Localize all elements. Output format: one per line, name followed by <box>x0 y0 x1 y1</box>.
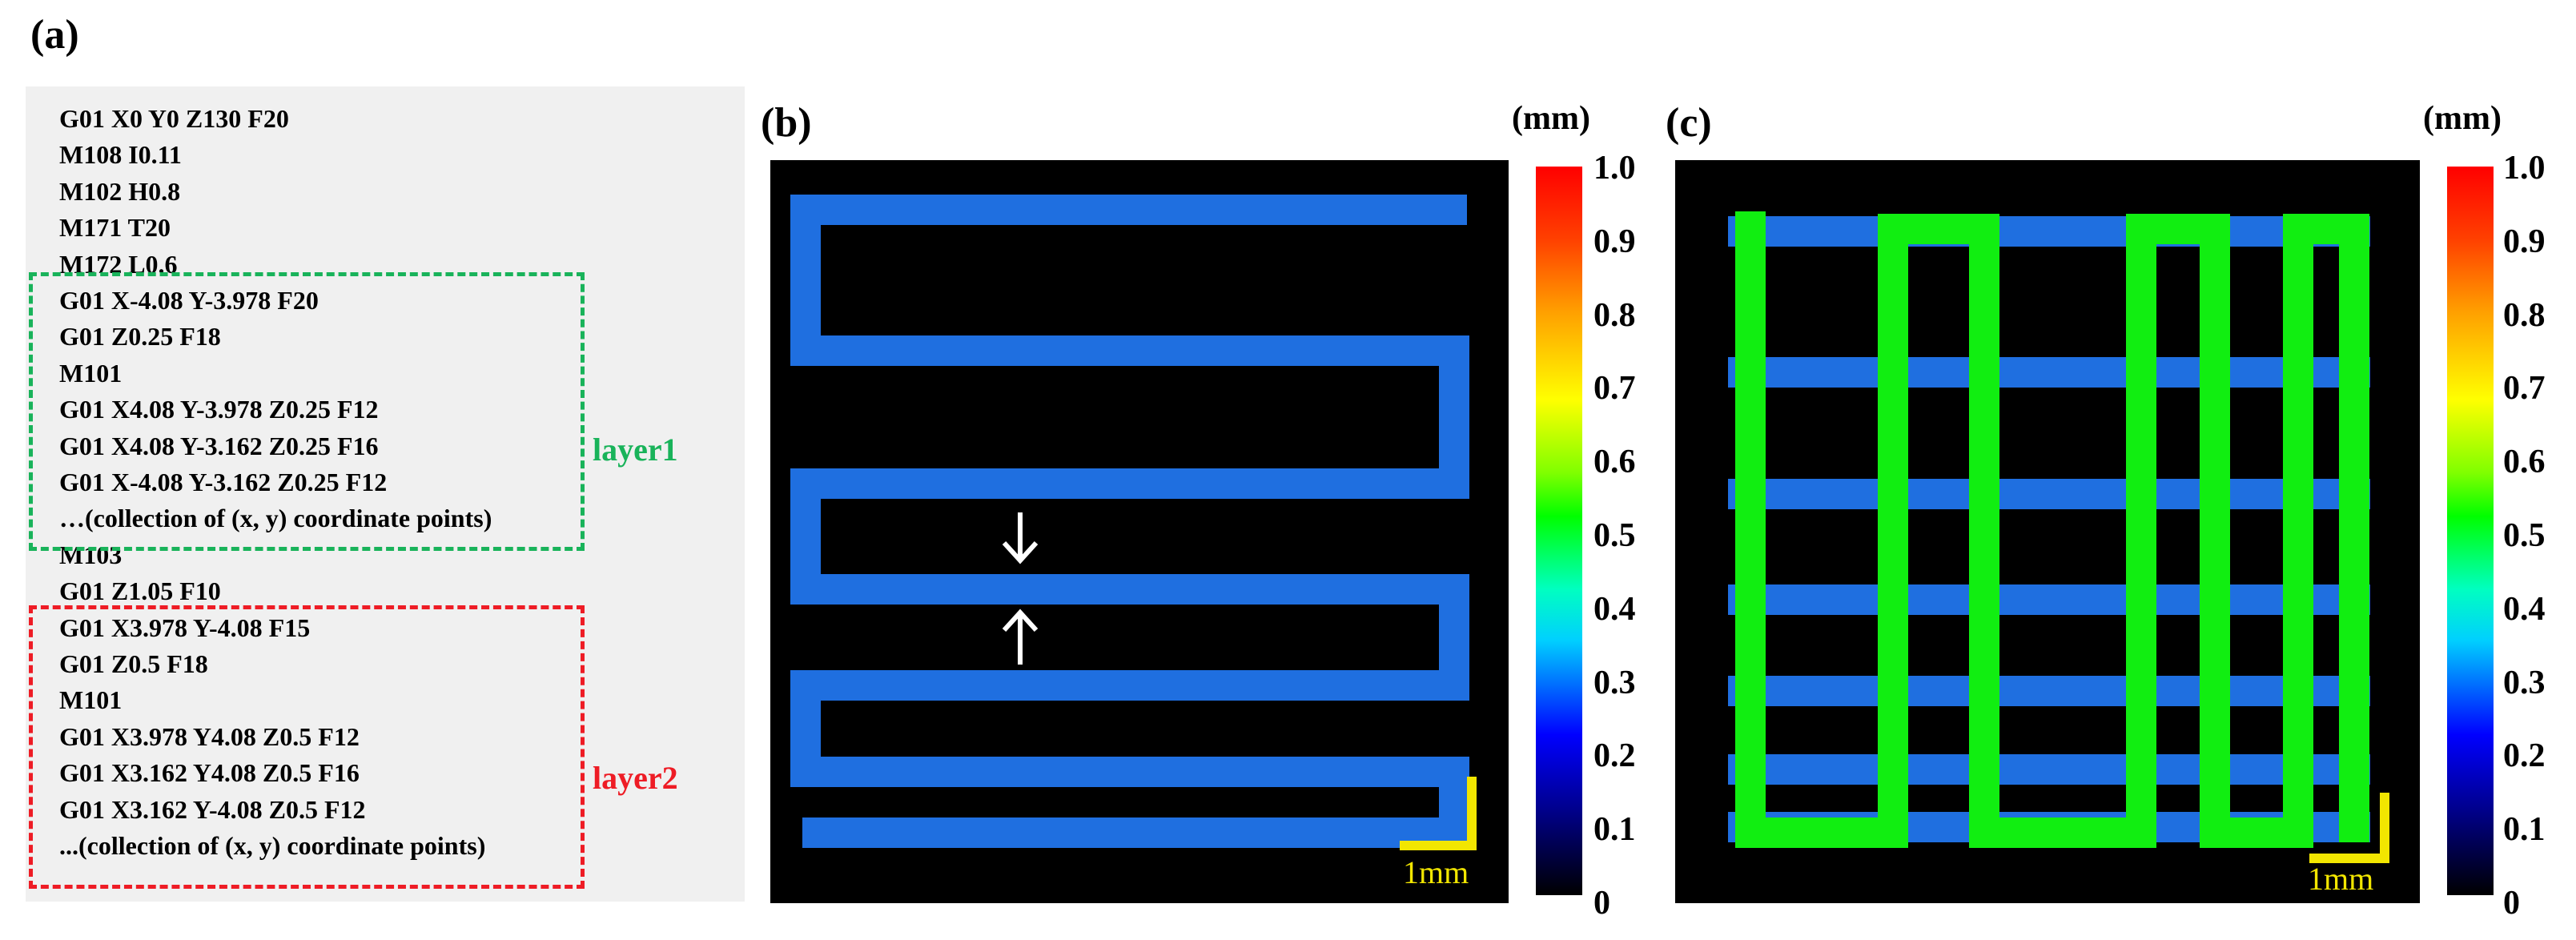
colorbar-tick-label: 0.3 <box>2503 664 2546 701</box>
gcode-line: G01 X3.162 Y-4.08 Z0.5 F12 <box>59 794 366 824</box>
arrow-down-icon <box>1002 512 1039 564</box>
scale-bar-c-label: 1mm <box>2308 861 2374 897</box>
arrow-up-icon <box>1002 609 1039 665</box>
gcode-line: …(collection of (x, y) coordinate points… <box>59 504 492 533</box>
gcode-line: ...(collection of (x, y) coordinate poin… <box>59 831 486 860</box>
colorbar-tick-label: 0.9 <box>1593 223 1636 260</box>
colorbar-tick-label: 0.4 <box>1593 590 1636 628</box>
layer1-highlight-box <box>29 272 585 551</box>
layer1-toolpath-svg <box>790 195 1477 850</box>
colorbar-c <box>2447 167 2494 895</box>
colorbar-tick-label: 0.5 <box>1593 517 1636 554</box>
colorbar-tick-label: 0.8 <box>2503 296 2546 334</box>
two-layer-toolpath-plot: 1mm <box>1675 160 2420 903</box>
gcode-line: M108 I0.11 <box>59 140 182 170</box>
colorbar-tick-label: 0.1 <box>2503 811 2546 849</box>
panel-a-label: (a) <box>30 12 79 58</box>
gcode-line: M101 <box>59 685 123 715</box>
colorbar-tick-label: 0 <box>2503 885 2520 922</box>
gcode-line: G01 X0 Y0 Z130 F20 <box>59 104 289 133</box>
gcode-line: G01 X3.978 Y-4.08 F15 <box>59 613 311 642</box>
two-layer-toolpath-svg <box>1728 211 2389 863</box>
gcode-line: M102 H0.8 <box>59 176 181 206</box>
layer1-serpentine-path <box>790 195 1469 848</box>
colorbar-c-unit: (mm) <box>2423 100 2502 137</box>
colorbar-tick-label: 0.1 <box>1593 811 1636 849</box>
gcode-line: M171 T20 <box>59 213 171 243</box>
layer2-label: layer2 <box>593 760 678 796</box>
colorbar-tick-label: 0.5 <box>2503 517 2546 554</box>
gcode-panel <box>26 86 745 902</box>
colorbar-b-unit: (mm) <box>1512 100 1590 137</box>
colorbar-tick-label: 0.4 <box>2503 590 2546 628</box>
scale-bar-b <box>1400 777 1477 850</box>
colorbar-b <box>1536 167 1582 895</box>
gcode-line: G01 Z0.25 F18 <box>59 322 221 351</box>
layer1-blue-lines <box>1728 216 2370 842</box>
colorbar-tick-label: 0 <box>1593 885 1610 922</box>
colorbar-tick-label: 1.0 <box>2503 150 2546 187</box>
layer2-highlight-box <box>29 605 585 889</box>
colorbar-tick-label: 0.7 <box>2503 370 2546 408</box>
colorbar-tick-label: 0.2 <box>2503 737 2546 775</box>
gcode-line: G01 Z1.05 F10 <box>59 576 221 606</box>
scale-bar-c <box>2309 793 2389 863</box>
line-spacing-arrows <box>1002 512 1039 665</box>
colorbar-tick-label: 0.9 <box>2503 223 2546 260</box>
gcode-line: G01 X-4.08 Y-3.162 Z0.25 F12 <box>59 468 388 496</box>
colorbar-tick-label: 1.0 <box>1593 150 1636 187</box>
colorbar-tick-label: 0.6 <box>2503 444 2546 481</box>
colorbar-tick-label: 0.3 <box>1593 664 1636 701</box>
layer2-serpentine-path <box>1735 211 2369 848</box>
gcode-line: G01 X3.978 Y4.08 Z0.5 F12 <box>59 721 360 751</box>
gcode-line: G01 X4.08 Y-3.978 Z0.25 F12 <box>59 395 379 424</box>
colorbar-tick-label: 0.2 <box>1593 737 1636 775</box>
layer1-toolpath-plot: 1mm <box>770 160 1509 903</box>
gcode-line: G01 X-4.08 Y-3.978 F20 <box>59 286 319 315</box>
colorbar-tick-label: 0.6 <box>1593 444 1636 481</box>
scale-bar-b-label: 1mm <box>1403 854 1469 890</box>
colorbar-tick-label: 0.7 <box>1593 370 1636 408</box>
gcode-line: G01 X3.162 Y4.08 Z0.5 F16 <box>59 758 360 788</box>
panel-b-label: (b) <box>761 100 812 146</box>
layer1-label: layer1 <box>593 432 678 468</box>
gcode-line: G01 Z0.5 F18 <box>59 649 208 678</box>
gcode-line: M103 <box>59 540 123 569</box>
gcode-line: M101 <box>59 358 123 388</box>
gcode-line: G01 X4.08 Y-3.162 Z0.25 F16 <box>59 431 379 460</box>
colorbar-tick-label: 0.8 <box>1593 296 1636 334</box>
panel-c-label: (c) <box>1666 100 1712 146</box>
